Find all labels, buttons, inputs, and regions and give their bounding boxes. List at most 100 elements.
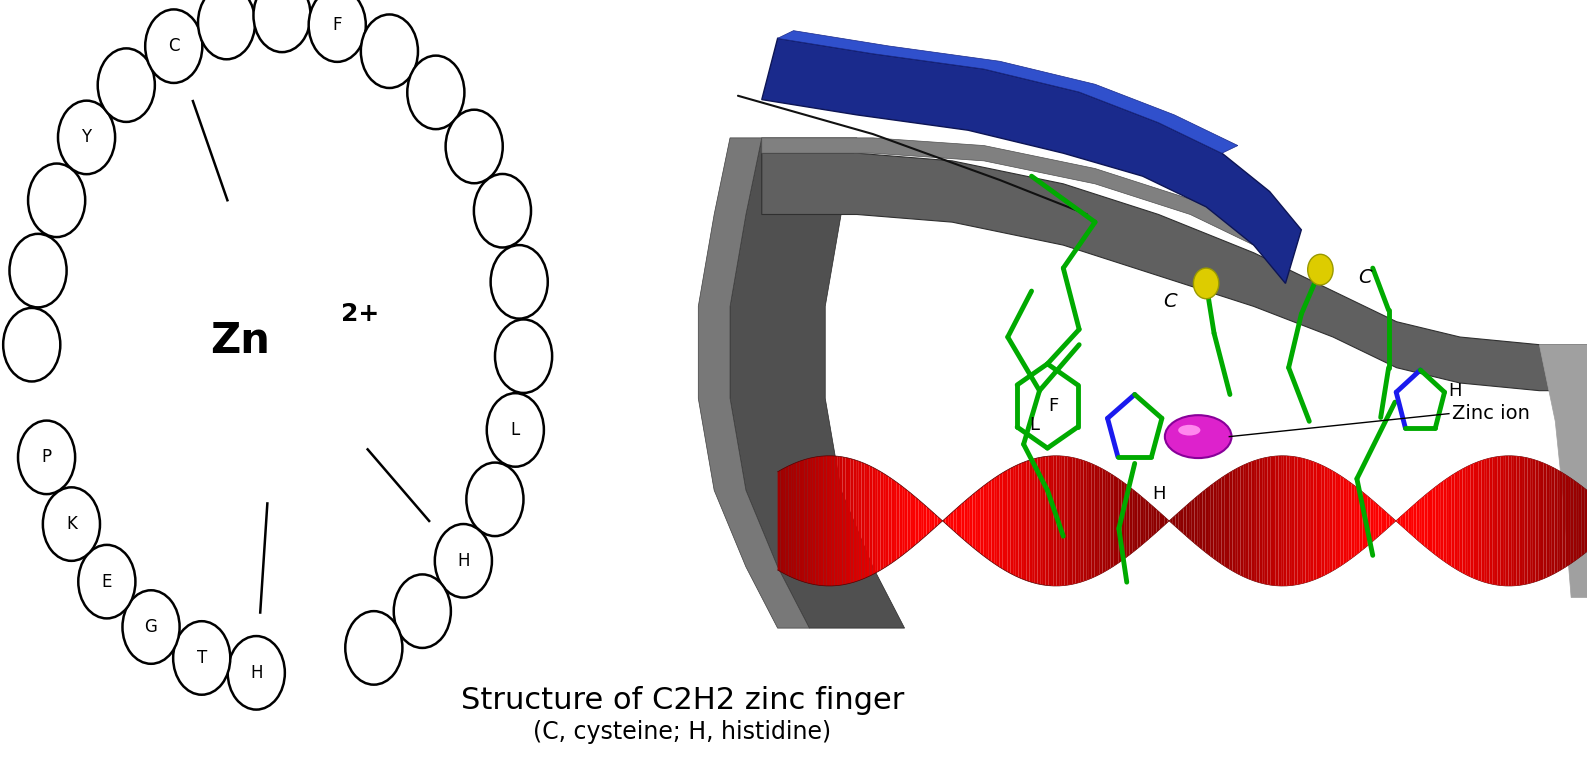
Polygon shape <box>919 499 920 542</box>
Polygon shape <box>1371 499 1373 543</box>
Polygon shape <box>1490 457 1492 584</box>
Text: L: L <box>511 421 521 439</box>
Polygon shape <box>892 479 893 563</box>
Polygon shape <box>1027 460 1030 581</box>
Polygon shape <box>1195 496 1197 545</box>
Polygon shape <box>1311 461 1314 581</box>
Polygon shape <box>1536 460 1538 581</box>
Polygon shape <box>1495 457 1498 585</box>
Polygon shape <box>1008 468 1011 574</box>
Polygon shape <box>1492 457 1495 584</box>
Polygon shape <box>1303 458 1306 584</box>
Ellipse shape <box>1165 415 1232 458</box>
Polygon shape <box>1446 477 1449 565</box>
Polygon shape <box>978 488 981 554</box>
Polygon shape <box>976 490 978 552</box>
Polygon shape <box>1160 512 1162 530</box>
Polygon shape <box>1146 500 1149 542</box>
Polygon shape <box>1349 481 1352 561</box>
Polygon shape <box>1081 460 1084 582</box>
Ellipse shape <box>1178 425 1200 436</box>
Ellipse shape <box>122 591 179 664</box>
Text: G: G <box>144 618 157 636</box>
Polygon shape <box>1565 475 1568 567</box>
Polygon shape <box>1108 472 1111 570</box>
Polygon shape <box>1352 483 1354 558</box>
Polygon shape <box>1465 466 1468 575</box>
Polygon shape <box>1341 476 1343 566</box>
Polygon shape <box>986 482 989 560</box>
Polygon shape <box>1573 480 1576 561</box>
Polygon shape <box>989 480 992 561</box>
Polygon shape <box>970 495 973 547</box>
Polygon shape <box>1557 470 1560 572</box>
Polygon shape <box>1038 457 1039 584</box>
Polygon shape <box>1322 465 1325 577</box>
Ellipse shape <box>17 421 75 494</box>
Polygon shape <box>1419 498 1422 544</box>
Polygon shape <box>1097 466 1100 576</box>
Polygon shape <box>1287 456 1289 586</box>
Polygon shape <box>1544 463 1546 578</box>
Polygon shape <box>943 519 946 523</box>
Polygon shape <box>992 478 993 564</box>
Polygon shape <box>1051 456 1054 586</box>
Polygon shape <box>1127 485 1130 557</box>
Text: E: E <box>102 573 113 591</box>
Ellipse shape <box>78 545 135 618</box>
Polygon shape <box>1297 457 1300 584</box>
Polygon shape <box>1003 471 1005 571</box>
Polygon shape <box>1525 457 1527 584</box>
Polygon shape <box>1452 473 1454 568</box>
Ellipse shape <box>435 524 492 597</box>
Polygon shape <box>1257 459 1260 583</box>
Polygon shape <box>1265 457 1268 584</box>
Polygon shape <box>1503 456 1506 586</box>
Polygon shape <box>1292 457 1295 585</box>
Polygon shape <box>797 461 800 581</box>
Polygon shape <box>1230 471 1233 571</box>
Polygon shape <box>1357 487 1360 555</box>
Polygon shape <box>1398 517 1400 525</box>
Polygon shape <box>1430 489 1433 553</box>
Polygon shape <box>1460 469 1463 573</box>
Polygon shape <box>865 463 867 578</box>
Polygon shape <box>1054 456 1057 586</box>
Polygon shape <box>1151 505 1154 537</box>
Polygon shape <box>1411 505 1414 537</box>
Polygon shape <box>1024 461 1027 581</box>
Polygon shape <box>1181 508 1184 534</box>
Polygon shape <box>1335 473 1338 569</box>
Ellipse shape <box>467 463 524 536</box>
Polygon shape <box>1408 507 1411 535</box>
Polygon shape <box>782 467 786 574</box>
Polygon shape <box>1116 477 1119 565</box>
Text: H: H <box>1449 381 1462 400</box>
Polygon shape <box>927 506 930 535</box>
Polygon shape <box>1522 457 1525 585</box>
Text: 2+: 2+ <box>341 302 379 326</box>
Polygon shape <box>1403 512 1406 530</box>
Polygon shape <box>1049 456 1051 586</box>
Polygon shape <box>1162 515 1165 527</box>
Text: F: F <box>333 16 341 34</box>
Polygon shape <box>1435 485 1438 557</box>
Polygon shape <box>1222 476 1224 566</box>
Polygon shape <box>1276 456 1279 586</box>
Ellipse shape <box>59 100 116 174</box>
Polygon shape <box>786 466 789 576</box>
Ellipse shape <box>144 9 202 83</box>
Polygon shape <box>881 472 884 570</box>
Polygon shape <box>778 470 781 571</box>
Ellipse shape <box>1308 254 1333 285</box>
Ellipse shape <box>98 48 156 122</box>
Polygon shape <box>1444 479 1446 563</box>
Polygon shape <box>1582 486 1584 556</box>
Polygon shape <box>1373 501 1376 541</box>
Polygon shape <box>1219 478 1222 564</box>
Polygon shape <box>1039 457 1043 585</box>
Polygon shape <box>981 486 984 556</box>
Polygon shape <box>951 511 954 531</box>
Polygon shape <box>1046 456 1049 586</box>
Polygon shape <box>1211 483 1214 558</box>
